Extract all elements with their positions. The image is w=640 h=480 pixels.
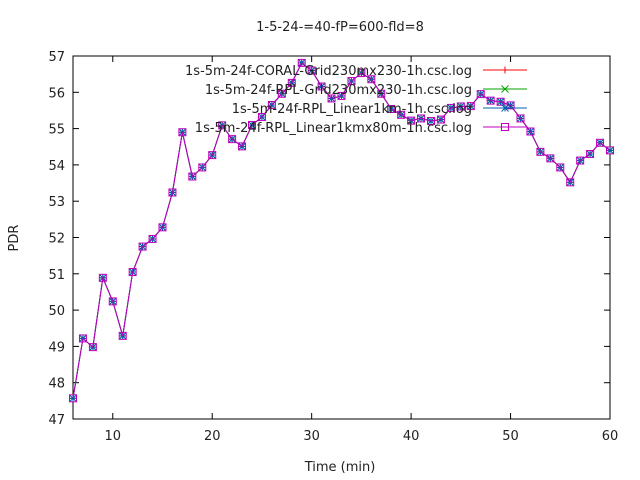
data-point	[307, 66, 316, 75]
data-point	[148, 234, 157, 243]
chart-title: 1-5-24-=40-fP=600-fld=8	[256, 20, 424, 35]
data-point	[88, 343, 97, 352]
x-tick-label: 30	[303, 429, 320, 444]
data-point	[317, 82, 326, 91]
data-point	[138, 242, 147, 251]
data-point	[128, 267, 137, 276]
data-point	[208, 151, 217, 160]
series-layer	[69, 58, 614, 403]
data-point	[257, 112, 266, 121]
y-tick-label: 57	[48, 50, 65, 65]
data-point	[427, 116, 435, 125]
y-tick-label: 56	[48, 86, 65, 101]
data-point	[218, 121, 227, 130]
data-point	[78, 334, 87, 343]
data-point	[327, 94, 336, 103]
legend-item: 1s-5m-24f-CORAL-Grid230mx230-1h.csc.log	[185, 64, 527, 79]
data-point	[501, 85, 509, 93]
data-point	[347, 77, 356, 86]
data-point	[198, 163, 207, 172]
data-point	[69, 394, 77, 403]
data-point	[526, 127, 535, 136]
y-tick-label: 50	[48, 304, 65, 319]
data-point	[387, 104, 396, 113]
data-point	[367, 75, 376, 84]
y-tick-label: 53	[48, 195, 65, 210]
legend-label: 1s-5m-24f-RPL-Grid230mx230-1h.csc.log	[205, 83, 472, 98]
x-tick-label: 40	[403, 429, 420, 444]
data-point	[456, 102, 465, 111]
data-point	[178, 128, 187, 137]
legend: 1s-5m-24f-CORAL-Grid230mx230-1h.csc.log 1…	[185, 64, 527, 136]
y-tick-label: 49	[48, 340, 65, 355]
data-point	[417, 114, 426, 123]
data-point	[501, 123, 509, 131]
data-point	[168, 188, 177, 197]
data-point	[566, 178, 575, 187]
data-point	[377, 89, 386, 98]
x-tick-label: 10	[105, 429, 122, 444]
x-tick-label: 50	[502, 429, 519, 444]
data-point	[98, 273, 107, 282]
data-point	[297, 58, 306, 67]
data-point	[108, 297, 117, 306]
data-point	[228, 135, 237, 144]
legend-item: 1s-5m-24f-RPL-Grid230mx230-1h.csc.log	[205, 83, 527, 98]
series-line	[72, 62, 611, 399]
y-tick-label: 47	[48, 413, 65, 428]
data-point	[118, 331, 127, 340]
data-point	[586, 150, 595, 159]
data-point	[486, 96, 495, 105]
data-point	[596, 138, 605, 147]
data-point	[287, 78, 296, 87]
data-point	[546, 154, 555, 163]
data-point	[248, 120, 256, 129]
y-tick-label: 51	[48, 268, 65, 283]
data-point	[556, 163, 565, 172]
data-point	[436, 115, 445, 124]
x-tick-label: 60	[602, 429, 619, 444]
data-point	[516, 114, 525, 123]
data-point	[446, 103, 455, 112]
x-tick-label: 20	[204, 429, 221, 444]
y-axis-label: PDR	[7, 225, 22, 252]
y-tick-label: 55	[48, 123, 65, 138]
data-point	[501, 66, 509, 74]
data-point	[536, 147, 545, 156]
legend-item: 1s-5m-24f-RPL_Linear1km-1h.csc.log	[232, 102, 527, 117]
data-point	[238, 142, 247, 151]
data-point	[158, 223, 167, 232]
y-tick-label: 48	[48, 377, 65, 392]
data-point	[606, 146, 614, 155]
x-axis-label: Time (min)	[304, 460, 376, 475]
data-point	[337, 91, 346, 100]
legend-item: 1s-5m-24f-RPL_Linear1kmx80m-1h.csc.log	[195, 121, 527, 136]
data-point	[466, 102, 475, 111]
data-point	[496, 97, 505, 106]
data-point	[267, 101, 276, 110]
series-4	[69, 58, 614, 403]
data-point	[407, 116, 416, 125]
legend-label: 1s-5m-24f-RPL_Linear1kmx80m-1h.csc.log	[195, 121, 472, 136]
legend-label: 1s-5m-24f-RPL_Linear1km-1h.csc.log	[232, 102, 472, 117]
y-tick-label: 54	[48, 159, 65, 174]
data-point	[476, 90, 485, 99]
data-point	[576, 156, 585, 165]
data-point	[357, 69, 366, 78]
legend-label: 1s-5m-24f-CORAL-Grid230mx230-1h.csc.log	[185, 64, 472, 79]
data-point	[501, 104, 509, 112]
data-point	[397, 110, 406, 119]
y-tick-label: 52	[48, 232, 65, 247]
data-point	[277, 89, 286, 98]
data-point	[188, 172, 197, 181]
axes: 10 20 30 40 50 60 47 48 49 50 51 52 53 54 55 56 57	[48, 50, 618, 444]
